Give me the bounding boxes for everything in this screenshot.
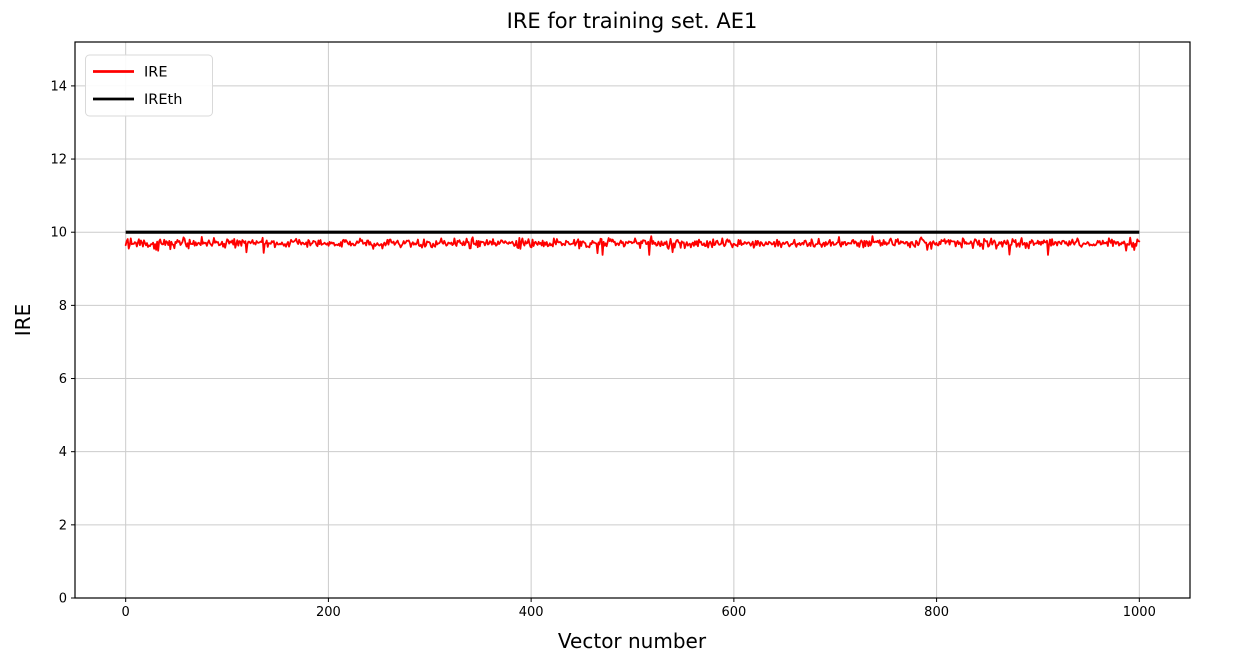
x-tick-label: 600: [721, 605, 746, 620]
y-tick-label: 12: [50, 153, 67, 168]
y-tick-label: 14: [50, 79, 67, 94]
y-tick-label: 6: [59, 372, 67, 387]
y-tick-label: 0: [59, 592, 67, 607]
x-tick-label: 400: [519, 605, 544, 620]
series-layer: [124, 230, 1141, 256]
x-tick-label: 200: [316, 605, 341, 620]
y-tick-label: 4: [59, 445, 67, 460]
y-tick-label: 8: [59, 299, 67, 314]
y-axis-label: IRE: [11, 304, 35, 336]
tick-layer: 0 200 400 600 800 1000 0 2 4 6 8 10 12 14: [50, 79, 1155, 620]
x-axis-label: Vector number: [558, 629, 707, 653]
legend-label-ire: IRE: [144, 65, 168, 81]
plot-border: [74, 41, 1191, 599]
x-tick-label: 800: [924, 605, 949, 620]
legend-label-ireth: IREth: [144, 92, 182, 108]
y-tick-label: 10: [50, 226, 67, 241]
y-tick-label: 2: [59, 518, 67, 533]
x-tick-label: 0: [122, 605, 130, 620]
series-ire-line: [124, 235, 1141, 256]
x-tick-label: 1000: [1123, 605, 1156, 620]
chart-title: IRE for training set. AE1: [507, 9, 758, 33]
grid-layer: [75, 42, 1190, 598]
legend: IRE IREth: [85, 54, 213, 117]
